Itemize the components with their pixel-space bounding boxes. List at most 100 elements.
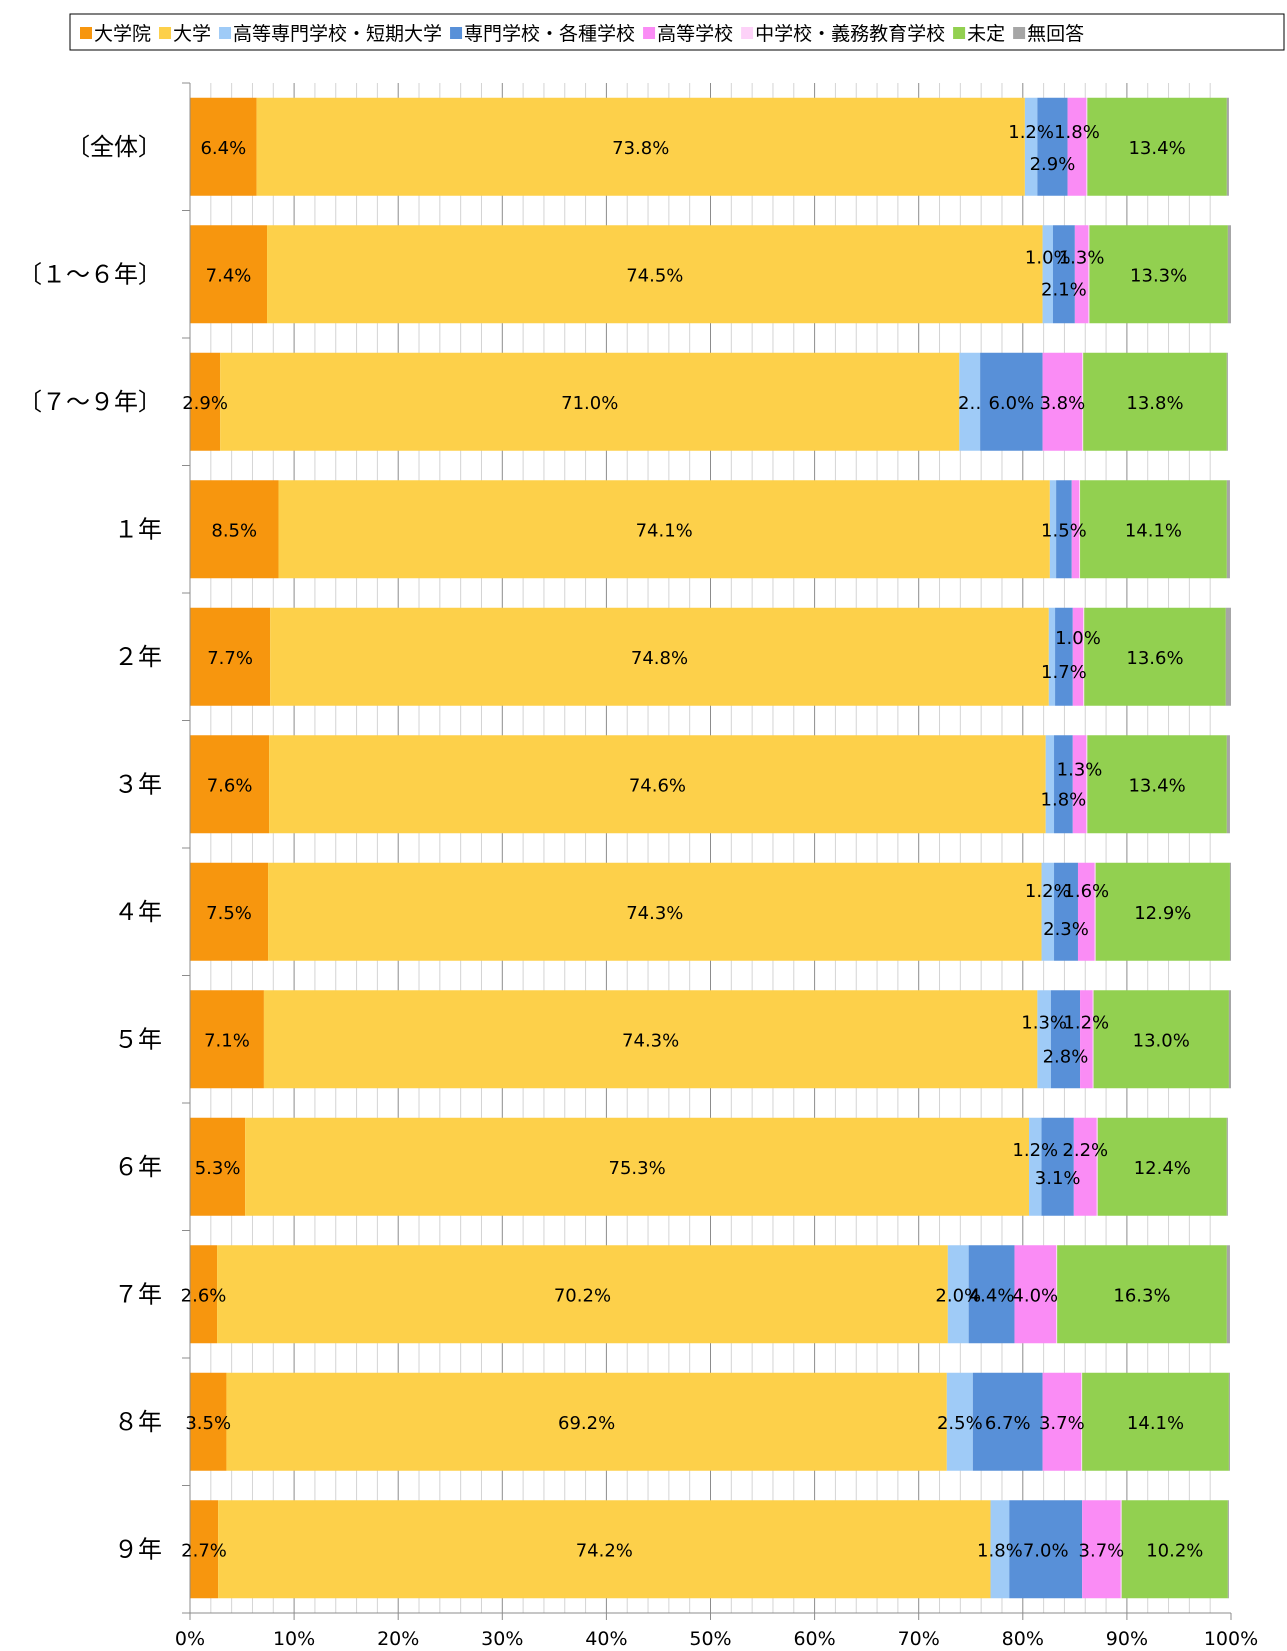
data-label: 6.0% [988,393,1034,414]
bar-segment [1228,1372,1230,1471]
data-label: 7.7% [207,648,253,669]
bar-segment [190,862,269,961]
bar-segment [1041,1117,1074,1216]
bar-segment [190,97,257,196]
data-label: 2.5% [937,1413,983,1434]
category-label: ３年 [114,770,162,798]
bar-segment [1096,1117,1098,1216]
legend-label: 大学院 [94,23,151,45]
bar-segment [990,1500,1010,1599]
bar-segment [1092,990,1094,1089]
x-tick-label: 80% [1002,1628,1044,1650]
data-label: 69.2% [558,1413,615,1434]
bar-segment [190,607,271,706]
category-label: 〔全体〕 [66,133,162,161]
legend-swatch [80,27,92,39]
legend-label: 中学校・義務教育学校 [755,23,945,45]
bar-segment [1072,607,1084,706]
legend-swatch [643,27,656,39]
data-label: 3.8% [1039,393,1085,414]
bar-segment [946,1372,973,1471]
bar-segment [1050,990,1081,1089]
data-label: 1.8% [1054,122,1100,143]
bar-segment [1097,1117,1227,1216]
legend-box [69,13,1285,51]
bar-segment [1226,480,1230,579]
bar-segment [947,1245,969,1344]
bar-segment [220,352,960,451]
bar-segment [190,1500,219,1599]
bar-segment [1089,225,1228,324]
data-label: 7.0% [1023,1540,1069,1561]
data-label: 16.3% [1113,1285,1170,1306]
x-tick-label: 100% [1204,1628,1258,1650]
bar-segment [1067,97,1087,196]
bar-segment [278,480,1050,579]
category-label: ７年 [114,1280,162,1308]
data-label: 1.3% [1059,247,1105,268]
data-label: 1.7% [1041,662,1087,683]
bar-segment [1042,225,1053,324]
data-label: 13.4% [1128,775,1185,796]
data-label: 74.2% [576,1540,633,1561]
legend-swatch [741,27,754,39]
data-label: 5.3% [195,1158,241,1179]
bar-segment [190,1372,227,1471]
bar-segment [263,990,1038,1089]
category-label: 〔７～９年〕 [18,388,162,416]
legend-swatch [1013,27,1026,39]
data-label: 2.6% [181,1285,227,1306]
data-label: 1.2% [1012,1140,1058,1161]
data-label: 1.0% [1025,247,1071,268]
bar-segment [1087,735,1227,834]
bar-segment [245,1117,1030,1216]
bar-segment [1083,607,1085,706]
bar-segment [1052,225,1075,324]
bar-segment [1055,607,1073,706]
data-label: 1.8% [1041,789,1087,810]
data-label: 2.1% [1041,279,1087,300]
bar-segment [1086,735,1088,834]
bar-segment [959,352,981,451]
data-label: 74.5% [626,265,683,286]
data-labels: 6.4% 73.8% 1.2% 2.9% 1.8% 13.4% 7.4% 74.5% 1.0% 2… [181,122,1204,1562]
bar-segment [1227,225,1231,324]
bar-segment [1056,1245,1058,1344]
bar-segment [1084,607,1226,706]
data-label: 7.1% [204,1030,250,1051]
data-label: 3.5% [185,1413,231,1434]
data-label: 1.6% [1063,881,1109,902]
bar-segment [226,1372,947,1471]
bar-segment [1037,97,1068,196]
data-label: 2.8% [1043,1046,1089,1067]
data-label: 2.9% [182,393,228,414]
data-label: 13.8% [1126,393,1183,414]
bar-segment [1087,97,1227,196]
bar-segment [1080,480,1227,579]
bar-segment [1072,735,1087,834]
legend: 大学院 大学 高等専門学校・短期大学 専門学校・各種学校 高等学校 中学校・義務教育学校未… [69,13,1285,51]
x-tick-label: 0% [175,1628,205,1650]
data-label: 4.4% [969,1285,1015,1306]
bar-segment [190,1117,246,1216]
bar-segment [1042,1372,1082,1471]
data-label: 13.3% [1130,265,1187,286]
x-tick-label: 50% [689,1628,731,1650]
bar-segment [1071,480,1080,579]
data-label: 71.0% [561,393,618,414]
bar-segment [190,225,268,324]
bar-segment [1080,990,1093,1089]
bar-segment [190,352,221,451]
data-label: 14.1% [1127,1413,1184,1434]
bar-segment [217,1245,948,1344]
data-label: 1.2% [1025,881,1071,902]
legend-label: 無回答 [1027,23,1084,45]
bar-segment [1094,862,1096,961]
data-label: 1.3% [1057,759,1103,780]
data-label: 70.2% [554,1285,611,1306]
legend-swatch [159,27,172,39]
data-label: 73.8% [612,138,669,159]
bars [190,97,1231,1599]
bar-segment [190,480,279,579]
